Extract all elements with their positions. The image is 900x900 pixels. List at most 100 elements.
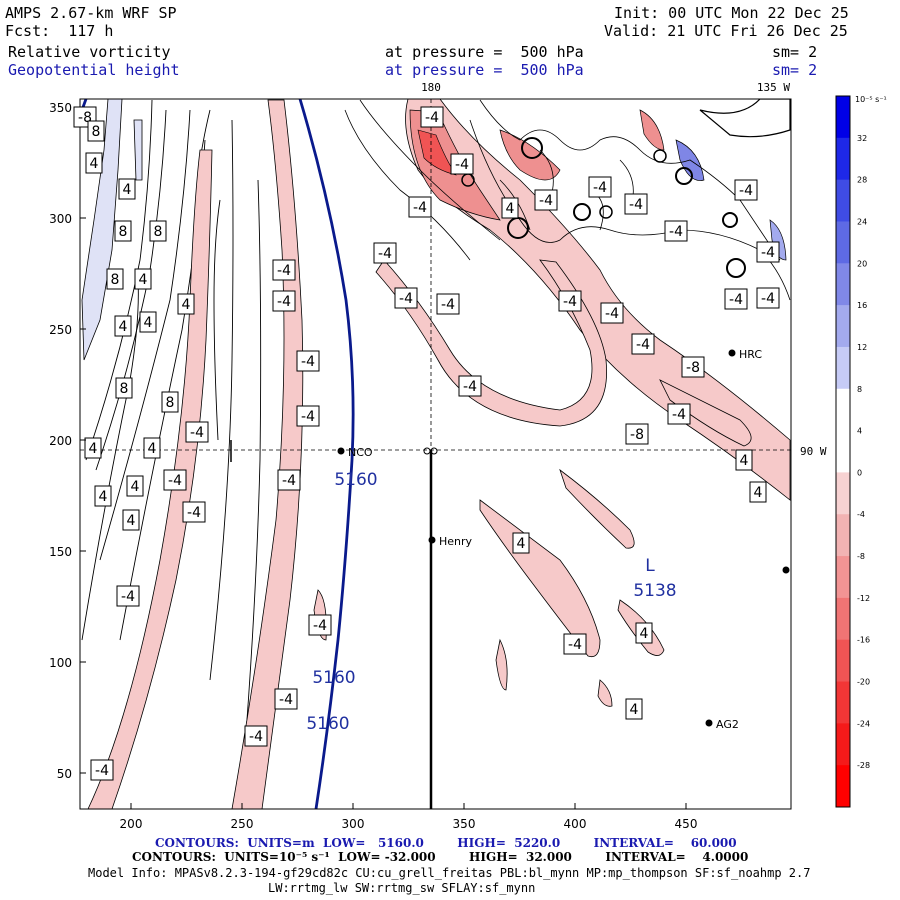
longitude-label: 135 W xyxy=(757,81,790,94)
vorticity-label-box xyxy=(631,333,655,355)
vort-neg-strong xyxy=(499,129,561,181)
vorticity-label: -4 xyxy=(563,294,577,310)
vorticity-label: 8 xyxy=(154,224,163,240)
vorticity-label: -4 xyxy=(539,193,553,209)
vorticity-label-box xyxy=(274,688,298,710)
vort-contour xyxy=(99,109,191,561)
forecast-hour: Fcst: 117 h xyxy=(5,22,114,40)
vorticity-label: 4 xyxy=(119,319,128,335)
colorbar-segment xyxy=(836,514,850,557)
vorticity-label-box xyxy=(94,485,112,507)
vort-knot xyxy=(722,212,738,228)
colorbar-tick-label: -20 xyxy=(857,678,870,687)
vort-contour xyxy=(81,279,139,641)
vort-knot xyxy=(599,205,613,219)
valid-time: Valid: 21 UTC Fri 26 Dec 25 xyxy=(604,22,848,40)
init-time: Init: 00 UTC Mon 22 Dec 25 xyxy=(614,4,849,22)
vorticity-label-box xyxy=(458,375,482,397)
coastline xyxy=(699,99,791,138)
colorbar-segment xyxy=(836,556,850,599)
vorticity-label-box xyxy=(563,633,587,655)
vorticity-label-box xyxy=(600,302,624,324)
vorticity-label-box xyxy=(420,106,444,128)
station-label: AG2 xyxy=(716,718,739,731)
colorbar-segment xyxy=(836,639,850,683)
vorticity-label: 4 xyxy=(148,441,157,457)
vorticity-label-box xyxy=(272,290,296,312)
vorticity-label-box xyxy=(139,311,157,333)
vorticity-label-box xyxy=(114,220,132,242)
vorticity-label: -4 xyxy=(399,291,413,307)
vorticity-label-box xyxy=(408,196,432,218)
colorbar-tick-label: -8 xyxy=(857,552,865,561)
longitude-label: 90 W xyxy=(800,445,827,458)
vorticity-label-box xyxy=(724,288,748,310)
vorticity-label-box xyxy=(625,698,643,720)
vorticity-label: -4 xyxy=(301,409,315,425)
vorticity-label: -4 xyxy=(277,263,291,279)
vorticity-label: -4 xyxy=(279,692,293,708)
height-labels: 5160 5160 5160 L 5138 xyxy=(306,470,676,734)
field2-smooth: sm= 2 xyxy=(772,61,818,79)
vorticity-label: -4 xyxy=(168,473,182,489)
vorticity-label-box xyxy=(373,242,397,264)
map-axes: 200 250 300 350 400 450 350 300 250 200 150 100 50 18… xyxy=(49,81,827,831)
vorticity-label-box xyxy=(558,290,582,312)
vorticity-label: -4 xyxy=(313,618,327,634)
vorticity-label: 4 xyxy=(144,315,153,331)
vorticity-label: -4 xyxy=(761,291,775,307)
vorticity-label-box xyxy=(85,152,103,174)
x-tick-label: 300 xyxy=(342,817,365,831)
vort-contour xyxy=(359,99,501,241)
height-contour-label: 5160 xyxy=(306,714,349,734)
model-info-physics: LW:rrtmg_lw SW:rrtmg_sw SFLAY:sf_mynn xyxy=(268,881,536,895)
vorticity-label-box xyxy=(126,475,144,497)
station-label: NCO xyxy=(348,446,373,459)
field2-level: at pressure = 500 hPa xyxy=(385,61,584,79)
vorticity-label-box xyxy=(664,220,688,242)
vorticity-label: -4 xyxy=(629,197,643,213)
vorticity-label: -8 xyxy=(686,360,700,376)
field2-name: Geopotential height xyxy=(8,61,180,79)
vorticity-label-box xyxy=(756,241,780,263)
vort-neg-band xyxy=(87,149,213,809)
vort-pos-area xyxy=(81,99,123,361)
colorbar: 10⁻⁵ s⁻¹ 32 28 24 20 16 12 8 4 0 -4 -8 -12 -16 -20 -24 -… xyxy=(835,95,887,808)
vorticity-label-box xyxy=(116,585,140,607)
vorticity-label-box xyxy=(624,193,648,215)
vorticity-label: -4 xyxy=(413,200,427,216)
vorticity-label: -4 xyxy=(636,337,650,353)
vort-neg-strongest xyxy=(417,129,457,176)
vorticity-label-box xyxy=(114,315,132,337)
vorticity-label: 4 xyxy=(740,453,749,469)
vort-neg-band xyxy=(479,499,601,658)
vorticity-label-box xyxy=(177,293,195,315)
station-dot xyxy=(782,566,790,574)
vorticity-label-box xyxy=(394,287,418,309)
colorbar-segment xyxy=(836,221,850,264)
field1-level: at pressure = 500 hPa xyxy=(385,43,584,61)
vorticity-label-box xyxy=(87,120,105,142)
field1-name: Relative vorticity xyxy=(8,43,171,61)
vorticity-label-box xyxy=(450,153,474,175)
vorticity-label: -4 xyxy=(301,354,315,370)
vorticity-label: 4 xyxy=(517,536,526,552)
vorticity-label-box xyxy=(134,268,152,290)
station-dot xyxy=(728,349,736,357)
vorticity-label: -8 xyxy=(630,427,644,443)
colorbar-segment xyxy=(836,305,850,348)
vorticity-label-box xyxy=(277,469,301,491)
colorbar-tick-label: -4 xyxy=(857,510,865,519)
vorticity-label: -4 xyxy=(95,763,109,779)
colorbar-frame xyxy=(835,95,851,808)
colorbar-segment xyxy=(836,723,850,766)
vorticity-label-box xyxy=(512,532,530,554)
vort-knot xyxy=(653,149,667,163)
vorticity-label: -4 xyxy=(669,224,683,240)
vorticity-label: 4 xyxy=(139,272,148,288)
vorticity-label: -4 xyxy=(605,306,619,322)
x-tick-label: 400 xyxy=(564,817,587,831)
station-dot xyxy=(428,536,436,544)
colorbar-segment xyxy=(836,263,850,306)
